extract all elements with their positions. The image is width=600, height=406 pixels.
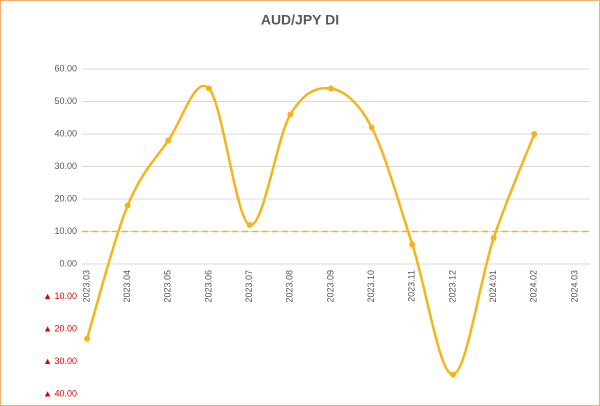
chart-title: AUD/JPY DI: [261, 12, 339, 28]
data-point: [206, 85, 212, 92]
y-tick-label: 50.00: [54, 96, 77, 106]
x-tick-label: 2024.03: [569, 270, 579, 303]
y-tick-label: 20.00: [54, 193, 77, 203]
y-tick-label: 60.00: [54, 63, 77, 73]
y-tick-label: ▲ 30.00: [43, 356, 77, 366]
data-point: [328, 85, 334, 92]
data-point: [409, 241, 416, 248]
x-tick-label: 2023.04: [122, 270, 132, 303]
y-tick-label: ▲ 20.00: [43, 323, 77, 333]
x-tick-label: 2023.09: [325, 270, 335, 303]
y-tick-label: 0.00: [59, 258, 77, 268]
x-tick-label: 2023.07: [244, 270, 254, 303]
y-tick-label: 30.00: [54, 161, 77, 171]
x-tick-label: 2023.03: [81, 270, 91, 303]
x-tick-label: 2024.01: [488, 270, 498, 303]
data-point: [124, 202, 131, 209]
y-tick-label: 10.00: [54, 226, 77, 236]
data-point: [490, 235, 497, 241]
data-point: [246, 222, 253, 228]
x-tick-label: 2023.06: [203, 270, 213, 303]
data-point: [287, 111, 294, 118]
x-tick-label: 2023.08: [285, 270, 295, 303]
x-tick-label: 2023.05: [163, 270, 173, 303]
y-tick-label: 40.00: [54, 128, 77, 138]
x-tick-label: 2023.12: [447, 270, 457, 303]
y-tick-label: ▲ 40.00: [43, 388, 77, 398]
data-point: [450, 371, 456, 378]
x-tick-label: 2024.02: [529, 270, 539, 303]
y-tick-label: ▲ 10.00: [43, 291, 77, 301]
data-point: [531, 131, 538, 137]
data-point: [368, 124, 375, 131]
x-tick-label: 2023.10: [366, 270, 376, 303]
x-tick-label: 2023.11: [407, 270, 417, 302]
data-point: [165, 137, 172, 144]
data-point: [84, 335, 90, 342]
